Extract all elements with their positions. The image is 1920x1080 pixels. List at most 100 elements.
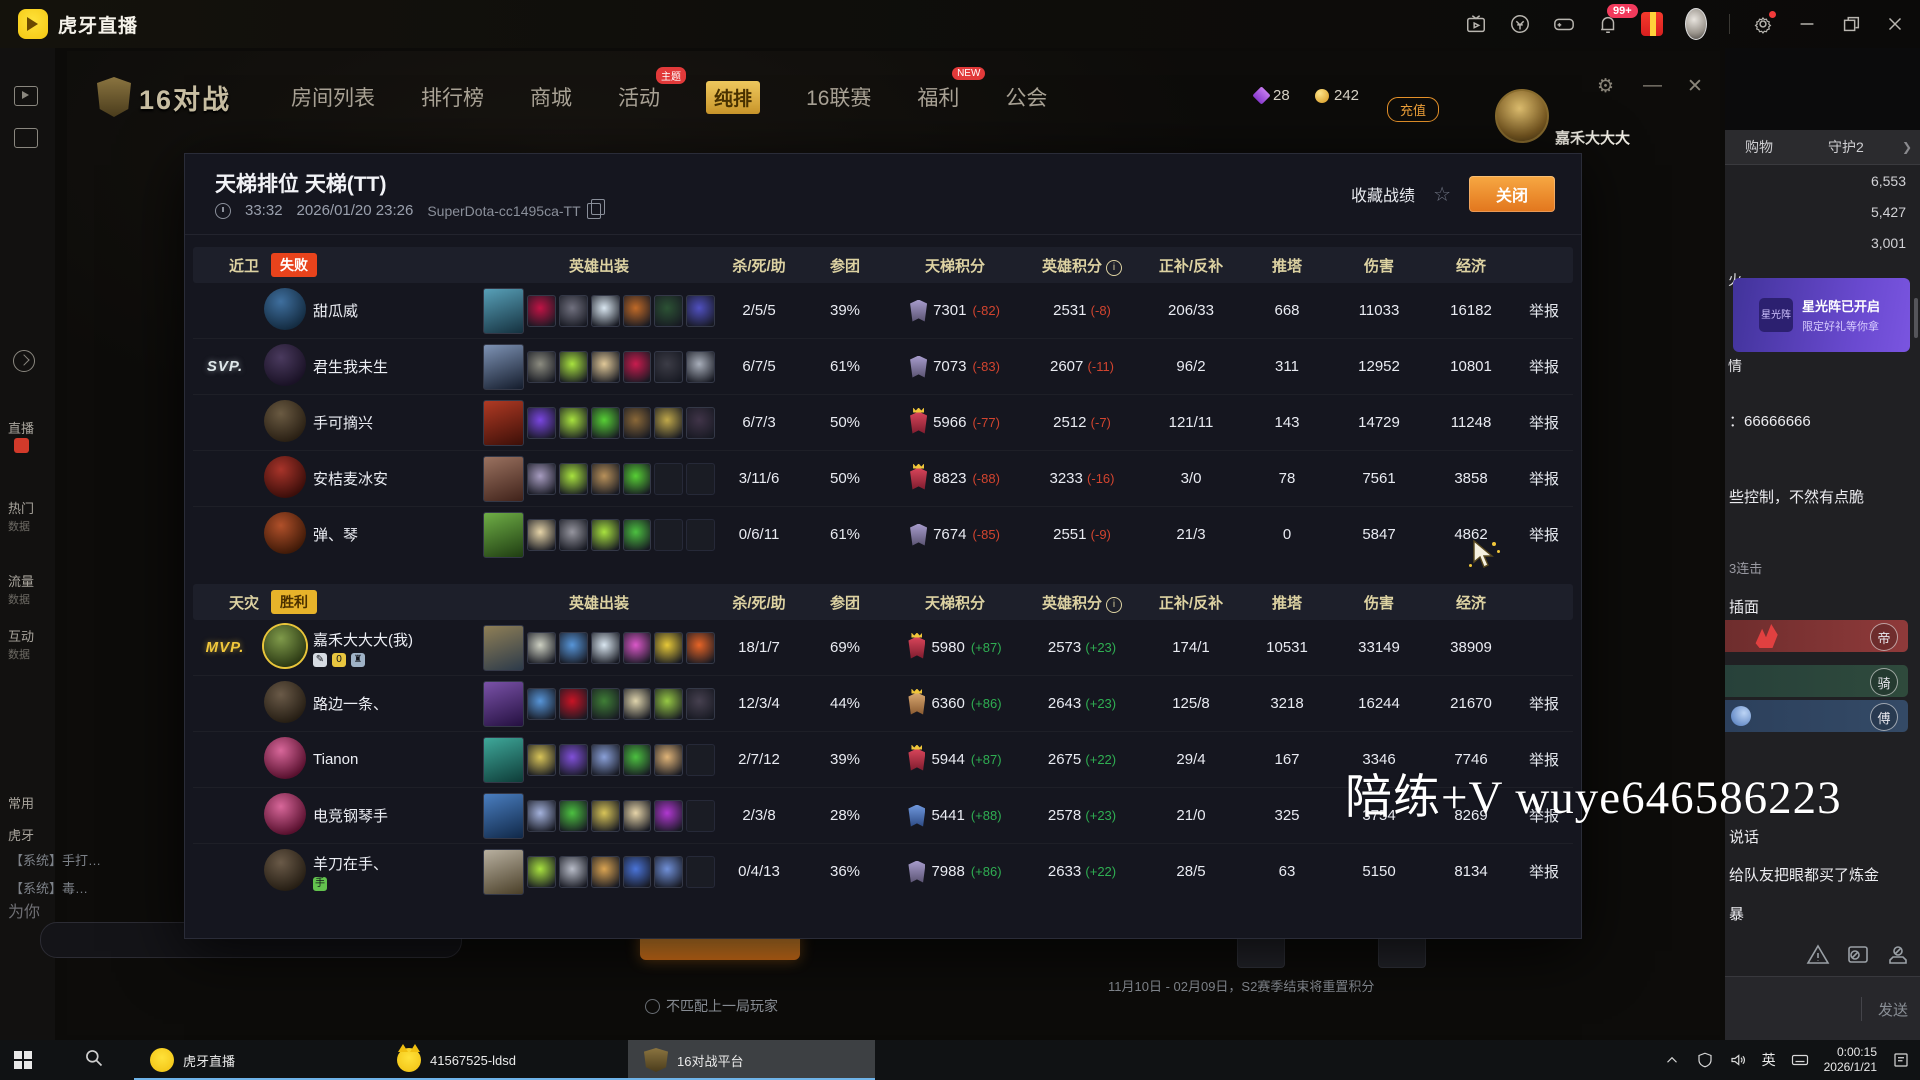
game-close-icon[interactable]: ✕ — [1687, 76, 1703, 97]
player-name[interactable]: 甜瓜威 — [313, 303, 359, 320]
nav-item-纯排[interactable]: 纯排 — [706, 80, 761, 114]
report-link[interactable]: 举报 — [1528, 752, 1559, 769]
restore-button[interactable] — [1840, 13, 1862, 35]
player-avatar[interactable] — [264, 736, 306, 779]
player-name[interactable]: 安桔麦冰安 — [313, 471, 389, 488]
info-icon[interactable]: i — [1106, 596, 1122, 613]
taskbar-app-虎牙直播[interactable]: 虎牙直播 — [134, 1040, 381, 1080]
send-button[interactable]: 发送 — [1877, 1002, 1908, 1019]
player-avatar[interactable] — [264, 624, 306, 667]
rail-label[interactable]: 常用 — [8, 796, 35, 811]
player-name[interactable]: Tianon — [313, 751, 359, 768]
nav-item-房间列表[interactable]: 房间列表 — [291, 87, 376, 110]
ladder-value: 5980 — [931, 639, 965, 656]
avoid-last-match-checkbox[interactable]: 不匹配上一局玩家 — [645, 996, 778, 1016]
language-indicator[interactable]: 英 — [1761, 1052, 1776, 1068]
taskbar-clock[interactable]: 0:00:15 2026/1/21 — [1824, 1045, 1877, 1075]
game-settings-icon[interactable]: ⚙ — [1597, 76, 1615, 97]
player-avatar[interactable] — [264, 848, 306, 891]
start-button[interactable] — [14, 1051, 32, 1069]
tab-shop[interactable]: 购物 — [1745, 139, 1773, 155]
rail-label[interactable]: 数据 — [8, 594, 30, 606]
report-link[interactable]: 举报 — [1528, 864, 1559, 881]
rail-label[interactable]: 虎牙 — [8, 828, 35, 843]
rail-label[interactable]: 流量 — [8, 574, 35, 589]
rail-label[interactable]: 数据 — [8, 649, 30, 661]
discover-icon[interactable] — [13, 350, 35, 372]
player-avatar[interactable] — [264, 792, 306, 835]
keyboard-icon[interactable] — [1791, 1051, 1809, 1069]
taskbar-app-41567525-ldsd[interactable]: 41567525-ldsd — [381, 1040, 628, 1080]
rail-label[interactable]: 热门 — [8, 501, 35, 516]
nav-item-活动[interactable]: 活动 主题 — [618, 67, 687, 112]
nav-item-排行榜[interactable]: 排行榜 — [421, 87, 485, 110]
star-icon[interactable]: ☆ — [1433, 183, 1451, 206]
rail-label[interactable]: 数据 — [8, 521, 30, 533]
player-name[interactable]: 嘉禾大大大(我) — [313, 631, 413, 649]
guard-banner-red[interactable]: 帝 — [1725, 620, 1908, 652]
chevron-up-icon[interactable] — [1663, 1051, 1681, 1069]
checkbox-icon[interactable] — [645, 998, 660, 1014]
report-link[interactable]: 举报 — [1528, 415, 1559, 432]
player-name[interactable]: 路边一条、 — [313, 696, 389, 713]
taskbar-search-icon[interactable] — [84, 1048, 104, 1073]
player-avatar[interactable] — [264, 343, 306, 386]
report-link[interactable]: 举报 — [1528, 527, 1559, 544]
player-name-cell: 嘉禾大大大(我) ✎ 0 ♜ — [313, 629, 483, 667]
gamepad-icon[interactable] — [1553, 13, 1575, 35]
report-link[interactable]: 举报 — [1528, 471, 1559, 488]
chat-input-bar[interactable]: 发送 — [1725, 976, 1920, 1041]
user-avatar[interactable] — [1685, 8, 1707, 40]
player-name[interactable]: 君生我未生 — [313, 359, 389, 376]
dialog-close-button[interactable]: 关闭 — [1469, 176, 1555, 212]
monitor-icon[interactable] — [14, 128, 38, 148]
info-icon[interactable]: i — [1106, 259, 1122, 276]
gift-icon[interactable] — [1641, 12, 1663, 36]
player-name[interactable]: 手可摘兴 — [313, 415, 374, 432]
player-avatar[interactable] — [264, 287, 306, 330]
speaker-icon[interactable] — [1729, 1051, 1747, 1069]
recharge-button[interactable]: 充值 — [1387, 97, 1440, 122]
chat-block-icon[interactable] — [1846, 943, 1870, 967]
nav-item-16联赛[interactable]: 16联赛 — [806, 87, 872, 110]
taskbar-app-16对战平台[interactable]: 16对战平台 — [628, 1040, 875, 1080]
nav-item-商城[interactable]: 商城 — [530, 87, 573, 110]
report-link[interactable]: 举报 — [1528, 696, 1559, 713]
rail-label[interactable]: 互动 — [8, 629, 35, 644]
close-button[interactable] — [1884, 13, 1906, 35]
chevron-right-icon[interactable]: ❯ — [1901, 140, 1912, 154]
player-name[interactable]: 电竞钢琴手 — [313, 808, 389, 825]
coin-icon[interactable] — [1509, 13, 1531, 35]
game-user-avatar[interactable] — [1495, 89, 1549, 143]
shield-icon[interactable] — [1696, 1051, 1714, 1069]
rail-label[interactable]: 直播 — [8, 421, 35, 436]
player-avatar[interactable] — [264, 399, 306, 442]
report-link[interactable]: 举报 — [1528, 359, 1559, 376]
tab-guard[interactable]: 守护2 — [1828, 139, 1864, 155]
player-avatar[interactable] — [264, 511, 306, 554]
game-minimize-icon[interactable]: — — [1643, 75, 1662, 96]
live-room-icon[interactable] — [14, 86, 38, 106]
action-center-icon[interactable] — [1892, 1051, 1910, 1069]
starlight-banner[interactable]: 星光阵 星光阵已开启 限定好礼等你拿 — [1733, 278, 1910, 352]
warning-icon[interactable] — [1806, 943, 1830, 967]
minimize-button[interactable] — [1796, 13, 1818, 35]
guard-banner-green[interactable]: 骑 — [1725, 665, 1908, 697]
report-link[interactable]: 举报 — [1528, 808, 1559, 825]
rail-label[interactable]: 为你 — [8, 904, 41, 921]
report-link[interactable]: 举报 — [1528, 303, 1559, 320]
player-name[interactable]: 羊刀在手、 — [313, 855, 389, 873]
nav-item-福利[interactable]: 福利 NEW — [917, 67, 986, 112]
tv-icon[interactable] — [1465, 13, 1487, 35]
player-avatar[interactable] — [264, 680, 306, 723]
guard-banner-blue[interactable]: 傅 — [1725, 700, 1908, 732]
player-avatar[interactable] — [264, 455, 306, 498]
nav-item-公会[interactable]: 公会 — [1005, 87, 1048, 110]
copy-icon[interactable] — [586, 198, 605, 219]
stamp-block-icon[interactable] — [1886, 943, 1910, 967]
settings-gear-icon[interactable] — [1752, 11, 1776, 35]
bell-icon[interactable]: 99+ — [1597, 4, 1638, 35]
player-name[interactable]: 弹、琴 — [313, 527, 359, 544]
player-row: MVP. 嘉禾大大大(我) ✎ 0 ♜ 18/1/7 69% 5980 (+87) 2573 (+… — [193, 620, 1573, 676]
sidebar-scrollbar[interactable] — [1914, 298, 1918, 338]
